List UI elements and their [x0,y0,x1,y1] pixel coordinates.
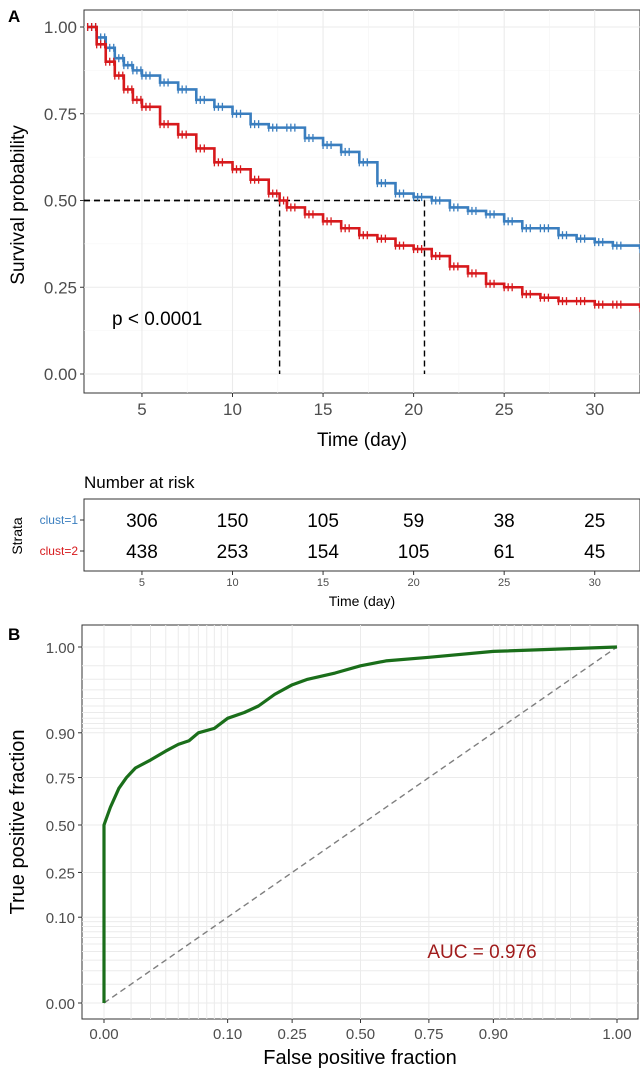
risk-row-label: clust=1 [40,513,79,527]
km-series [86,23,640,313]
roc-x-axis-title: False positive fraction [263,1047,456,1069]
km-y-tick-label: 0.25 [44,278,77,297]
risk-y-axis-title: Strata [9,517,25,555]
risk-cell: 59 [403,511,424,532]
risk-cell: 45 [584,542,605,563]
risk-cell: 438 [126,542,158,563]
roc-y-tick-label: 0.50 [46,818,75,835]
risk-cell: 105 [307,511,339,532]
risk-cell: 61 [494,542,515,563]
roc-x-tick-label: 0.75 [414,1026,443,1043]
roc-curve [102,645,618,1003]
roc-x-tick-label: 0.00 [89,1026,118,1043]
risk-x-axis-title: Time (day) [329,593,395,609]
roc-x-tick-labels: 0.00 0.10 0.25 0.50 0.75 0.90 1.00 [89,1019,632,1043]
roc-reference-line [103,646,618,1004]
km-x-tick-label: 10 [223,400,242,419]
risk-cell: 154 [307,542,339,563]
risk-cell: 38 [494,511,515,532]
km-y-tick-labels: 0.00 0.25 0.50 0.75 1.00 [44,18,84,384]
km-x-tick-label: 5 [137,400,146,419]
roc-diagonal [103,646,618,1004]
risk-rows: clust=1 306 150 105 59 38 25 clust=2 438 253 154 10… [40,511,606,563]
km-curve-clust=2 [87,25,640,309]
risk-x-tick-label: 30 [589,577,601,589]
roc-grid [82,625,638,1019]
km-y-tick-label: 1.00 [44,18,77,37]
risk-x-tick-label: 5 [139,577,145,589]
panel-label-b: B [8,625,20,644]
risk-table: Number at risk clust=1 306 150 105 59 38 25clu… [9,473,640,609]
panel-label-a: A [8,7,20,26]
km-x-axis-title: Time (day) [317,430,407,451]
km-median-lines [84,199,426,374]
risk-table-area [83,498,640,572]
risk-x-tick-label: 15 [317,577,329,589]
km-y-tick-label: 0.75 [44,105,77,124]
km-x-tick-label: 30 [585,400,604,419]
roc-y-tick-label: 1.00 [46,640,75,657]
roc-auc-label: AUC = 0.976 [427,942,536,963]
risk-x-tick-label: 25 [498,577,510,589]
km-p-value: p < 0.0001 [112,309,202,330]
risk-cell: 150 [217,511,249,532]
risk-cell: 25 [584,511,605,532]
risk-cell: 105 [398,542,430,563]
risk-table-title: Number at risk [84,473,195,492]
roc-x-tick-label: 0.90 [479,1026,508,1043]
km-x-tick-label: 20 [404,400,423,419]
km-y-axis-title: Survival probability [8,125,29,285]
roc-panel: B 0.000.100.250.500.750.901.00 0.00 0.10 0… [7,624,639,1069]
roc-y-tick-label: 0.25 [46,865,75,882]
risk-x-tick-label: 10 [226,577,238,589]
km-x-tick-label: 15 [314,400,333,419]
risk-x-tick-label: 20 [407,577,419,589]
km-x-tick-label: 25 [495,400,514,419]
km-y-tick-label: 0.00 [44,365,77,384]
roc-x-tick-label: 0.25 [278,1026,307,1043]
roc-y-tick-labels: 0.00 0.10 0.25 0.50 0.75 0.90 1.00 [46,640,82,1013]
roc-y-tick-label: 0.10 [46,910,75,927]
risk-cell: 306 [126,511,158,532]
risk-row-label: clust=2 [40,544,79,558]
roc-x-tick-label: 1.00 [602,1026,631,1043]
km-panel: A 0.00 0.25 0.50 0.75 1.00 5 10 15 20 25 30 p < 0… [8,7,640,451]
km-x-tick-labels: 5 10 15 20 25 30 [137,393,604,419]
km-curve-clust=1 [87,25,640,250]
roc-y-tick-label: 0.90 [46,726,75,743]
roc-y-tick-label: 0.00 [46,996,75,1013]
km-grid [84,10,640,393]
roc-y-tick-label: 0.75 [46,771,75,788]
roc-series [102,645,618,1003]
risk-x-tick-labels: 5 10 15 20 25 30 [139,571,601,589]
risk-cell: 253 [217,542,249,563]
roc-x-tick-label: 0.50 [346,1026,375,1043]
km-y-tick-label: 0.50 [44,192,77,211]
roc-y-axis-title: True positive fraction [7,730,29,915]
km-plot-area [83,9,640,394]
roc-x-tick-label: 0.10 [213,1026,242,1043]
